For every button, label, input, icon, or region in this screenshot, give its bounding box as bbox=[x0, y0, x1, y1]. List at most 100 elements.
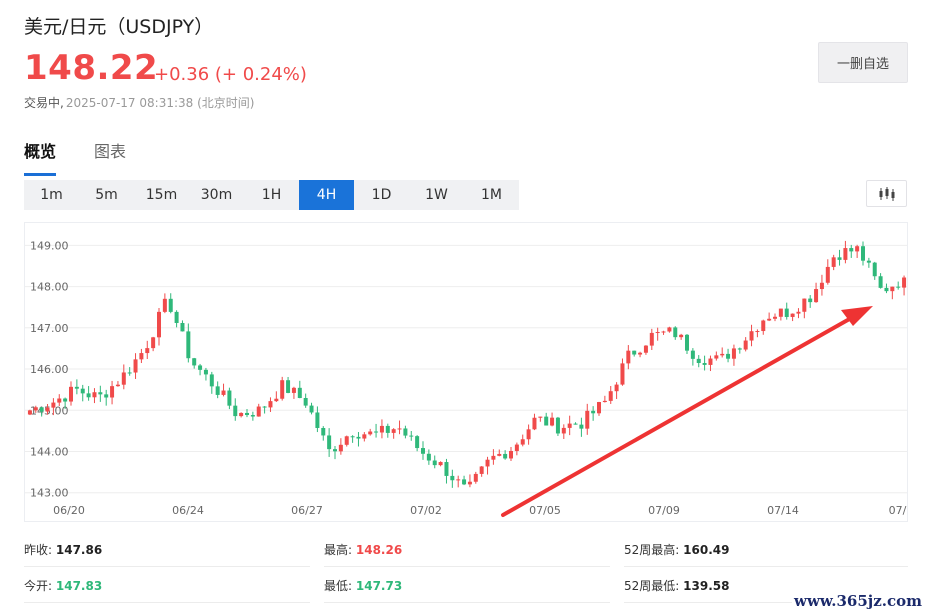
status-timestamp: 2025-07-17 08:31:38 (北京时间) bbox=[65, 96, 255, 110]
candle-body bbox=[274, 398, 279, 402]
candle-body bbox=[180, 322, 185, 332]
last-price: 148.22 bbox=[24, 48, 159, 88]
candle-body bbox=[679, 334, 684, 338]
candle-body bbox=[585, 410, 590, 429]
candle-body bbox=[239, 412, 244, 417]
period-30m[interactable]: 30m bbox=[200, 187, 233, 203]
period-4h[interactable]: 4H bbox=[299, 180, 354, 210]
period-1m[interactable]: 1m bbox=[40, 187, 63, 203]
x-tick-label: 07/05 bbox=[529, 504, 561, 517]
x-tick-label: 06/24 bbox=[172, 504, 204, 517]
candle-body bbox=[250, 415, 255, 417]
candle-body bbox=[837, 257, 842, 260]
candle-body bbox=[614, 384, 619, 392]
y-tick-label: 149.00 bbox=[30, 239, 69, 252]
stat-value: 139.58 bbox=[683, 579, 730, 593]
remove-watchlist-button[interactable]: 一删自选 bbox=[818, 42, 908, 83]
period-1mo[interactable]: 1M bbox=[481, 187, 502, 203]
candle-body bbox=[203, 369, 208, 375]
candle-body bbox=[643, 345, 648, 353]
period-1d[interactable]: 1D bbox=[371, 187, 392, 203]
candle-body bbox=[403, 428, 408, 436]
candle-body bbox=[256, 406, 261, 417]
candle-body bbox=[462, 479, 467, 485]
price-chart[interactable]: 149.00148.00147.00146.00145.00144.00143.… bbox=[24, 222, 908, 522]
candle-body bbox=[86, 393, 91, 398]
candle-body bbox=[685, 334, 689, 351]
candle-body bbox=[63, 398, 68, 402]
period-selector: 1m 5m 15m 30m 1H 4H 1D 1W 1M bbox=[24, 180, 519, 210]
x-tick-label: 07/1 bbox=[889, 504, 908, 517]
candle-body bbox=[690, 350, 695, 359]
trading-status: 交易中, 2025-07-17 08:31:38 (北京时间) bbox=[24, 94, 254, 111]
candle-body bbox=[632, 350, 637, 355]
candle-body bbox=[667, 327, 672, 332]
candle-body bbox=[409, 435, 414, 437]
candle-body bbox=[174, 311, 179, 323]
candle-body bbox=[479, 466, 484, 474]
candle-body bbox=[890, 286, 895, 292]
candle-body bbox=[861, 246, 865, 261]
candle-body bbox=[532, 417, 537, 430]
candle-body bbox=[127, 372, 132, 374]
candle-body bbox=[315, 412, 320, 428]
candle-body bbox=[338, 444, 343, 452]
candle-body bbox=[884, 287, 889, 292]
site-watermark: www.365jz.com bbox=[792, 592, 924, 610]
candle-body bbox=[514, 444, 519, 451]
stat-open: 今开: 147.83 bbox=[24, 569, 310, 603]
candle-body bbox=[157, 311, 161, 338]
period-15m[interactable]: 15m bbox=[145, 187, 178, 203]
candle-body bbox=[579, 424, 584, 429]
y-tick-label: 148.00 bbox=[30, 281, 69, 294]
candle-body bbox=[561, 427, 566, 434]
stat-label: 52周最低: bbox=[624, 579, 680, 593]
stat-label: 52周最高: bbox=[624, 543, 680, 557]
candle-body bbox=[356, 436, 361, 439]
candle-body bbox=[702, 363, 707, 365]
candle-body bbox=[626, 350, 631, 364]
candle-body bbox=[438, 462, 443, 466]
period-1w[interactable]: 1W bbox=[425, 187, 448, 203]
candle-body bbox=[151, 337, 156, 349]
period-5m[interactable]: 5m bbox=[95, 187, 118, 203]
period-1h[interactable]: 1H bbox=[261, 187, 282, 203]
x-tick-label: 07/09 bbox=[648, 504, 680, 517]
x-tick-label: 07/14 bbox=[767, 504, 799, 517]
candle-body bbox=[497, 453, 502, 456]
candle-body bbox=[819, 282, 824, 290]
candle-body bbox=[74, 386, 79, 389]
candle-body bbox=[374, 431, 379, 433]
candle-body bbox=[327, 435, 332, 450]
candle-body bbox=[215, 386, 220, 395]
candle-body bbox=[608, 391, 613, 401]
candle-body bbox=[333, 449, 337, 452]
candle-body bbox=[321, 427, 326, 436]
candle-body bbox=[902, 277, 907, 288]
candle-body bbox=[121, 372, 126, 385]
y-tick-label: 146.00 bbox=[30, 363, 69, 376]
candle-body bbox=[209, 374, 214, 387]
chart-type-button[interactable] bbox=[866, 180, 907, 207]
y-tick-label: 143.00 bbox=[30, 487, 69, 500]
candle-body bbox=[649, 332, 654, 346]
stat-52w-low: 52周最低: 139.58 bbox=[624, 569, 908, 603]
trend-arrow-head bbox=[841, 306, 873, 326]
stat-value: 147.86 bbox=[55, 543, 103, 557]
tab-chart[interactable]: 图表 bbox=[94, 142, 127, 161]
candle-body bbox=[280, 380, 285, 399]
candle-body bbox=[450, 475, 455, 481]
stat-52w-high: 52周最高: 160.49 bbox=[624, 533, 908, 567]
candle-body bbox=[467, 481, 472, 485]
x-tick-label: 07/02 bbox=[410, 504, 442, 517]
price-change: +0.36 (+ 0.24%) bbox=[154, 64, 307, 85]
candle-body bbox=[731, 348, 736, 359]
stat-value: 160.49 bbox=[683, 543, 730, 557]
candle-body bbox=[784, 308, 789, 317]
tab-overview[interactable]: 概览 bbox=[24, 138, 57, 176]
candle-body bbox=[221, 390, 226, 395]
candle-body bbox=[796, 311, 801, 314]
candle-body bbox=[344, 436, 349, 445]
candle-body bbox=[39, 407, 44, 412]
candle-body bbox=[773, 316, 777, 319]
